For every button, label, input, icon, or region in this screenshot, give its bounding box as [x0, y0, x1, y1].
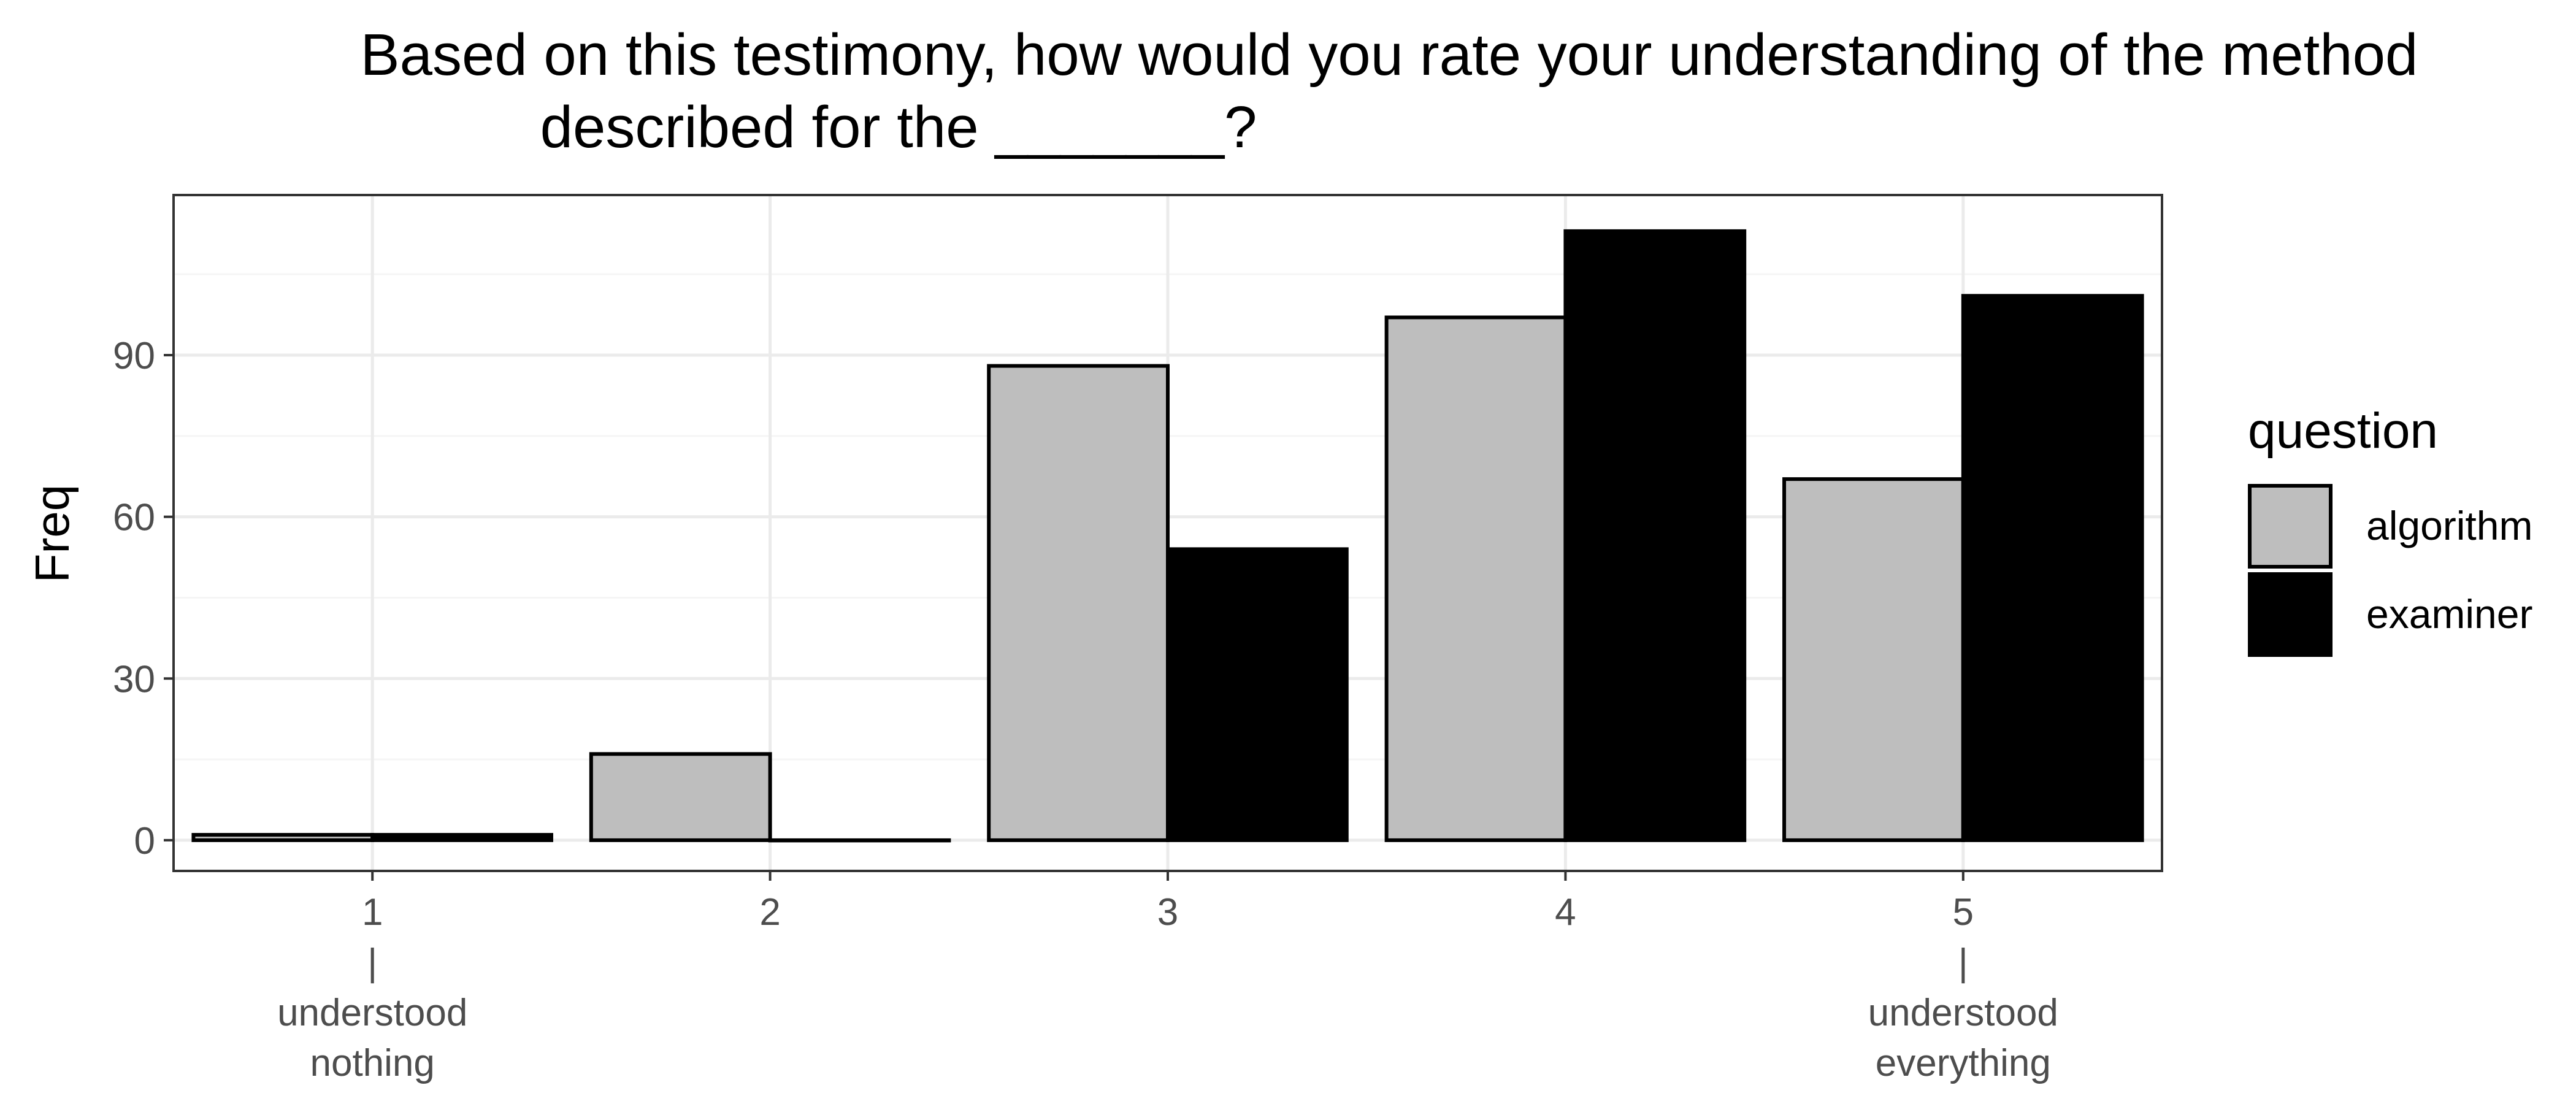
bar-examiner-3 — [1166, 547, 1349, 842]
bar-examiner-5 — [1961, 294, 2144, 842]
bar-algorithm-4 — [1384, 315, 1568, 842]
x-tick-label: 4 — [1555, 891, 1576, 933]
legend: question algorithm examiner — [2248, 403, 2532, 657]
y-tick-label: 60 — [113, 497, 155, 539]
legend-key-algorithm — [2248, 484, 2333, 569]
x-tick-label: 2 — [759, 891, 780, 933]
bar-algorithm-1 — [191, 833, 375, 842]
y-tick-label: 30 — [113, 658, 155, 700]
x-tick-sublabel: | — [367, 941, 377, 984]
x-tick-sublabel: | — [1958, 941, 1968, 984]
legend-key-examiner — [2248, 572, 2333, 657]
x-tick-sublabel: understood — [277, 992, 467, 1034]
x-tick-label: 3 — [1157, 891, 1178, 933]
x-axis: 1 | understood nothing 2 3 4 5 | understood everyt… — [277, 871, 2058, 1084]
legend-title: question — [2248, 403, 2438, 459]
y-tick-label: 0 — [134, 820, 155, 862]
bar-examiner-1 — [370, 833, 553, 842]
chart-title: Based on this testimony, how would you r… — [361, 22, 2418, 88]
bar-algorithm-3 — [987, 364, 1170, 842]
bars — [191, 229, 2144, 843]
bar-algorithm-5 — [1782, 477, 1965, 842]
legend-label-examiner: examiner — [2366, 591, 2532, 637]
bar-examiner-4 — [1563, 229, 1747, 842]
y-axis: 0 30 60 90 — [113, 335, 174, 862]
legend-label-algorithm: algorithm — [2366, 503, 2532, 548]
legend-items: algorithm examiner — [2248, 484, 2532, 657]
x-tick-label: 1 — [362, 891, 383, 933]
bar-examiner-2 — [768, 838, 951, 843]
bar-algorithm-2 — [589, 752, 772, 842]
x-tick-sublabel: nothing — [310, 1042, 434, 1084]
y-tick-label: 90 — [113, 335, 155, 377]
chart-title-line2: described for the _______? — [540, 94, 1257, 160]
y-axis-title: Freq — [25, 485, 79, 583]
x-tick-sublabel: understood — [1868, 992, 2058, 1034]
x-tick-label: 5 — [1953, 891, 1974, 933]
x-tick-sublabel: everything — [1876, 1042, 2051, 1084]
